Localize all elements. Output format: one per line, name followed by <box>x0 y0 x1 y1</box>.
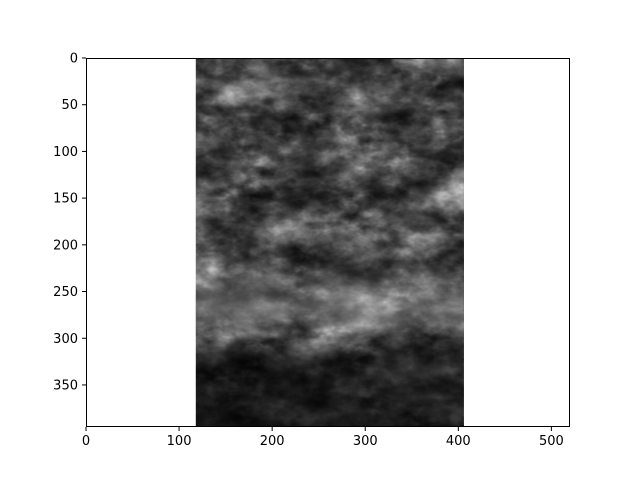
cloud-image <box>195 58 464 427</box>
y-tick-label: 350 <box>53 378 78 393</box>
y-tick-label: 100 <box>53 145 78 160</box>
x-axis-ticks: 0 100 200 300 400 500 <box>82 427 564 449</box>
y-tick-label: 200 <box>53 238 78 253</box>
x-tick-label: 100 <box>167 434 192 449</box>
y-tick-label: 0 <box>70 52 78 67</box>
x-tick-label: 300 <box>353 434 378 449</box>
x-tick-label: 200 <box>260 434 285 449</box>
y-axis-ticks: 0 50 100 150 200 250 300 350 <box>53 52 86 393</box>
y-tick-label: 300 <box>53 332 78 347</box>
x-tick-label: 400 <box>446 434 471 449</box>
y-tick-label: 50 <box>61 98 78 113</box>
y-tick-label: 150 <box>53 192 78 207</box>
axes-frame <box>86 58 570 427</box>
y-tick-label: 250 <box>53 285 78 300</box>
x-tick-label: 500 <box>539 434 564 449</box>
x-tick-label: 0 <box>82 434 90 449</box>
